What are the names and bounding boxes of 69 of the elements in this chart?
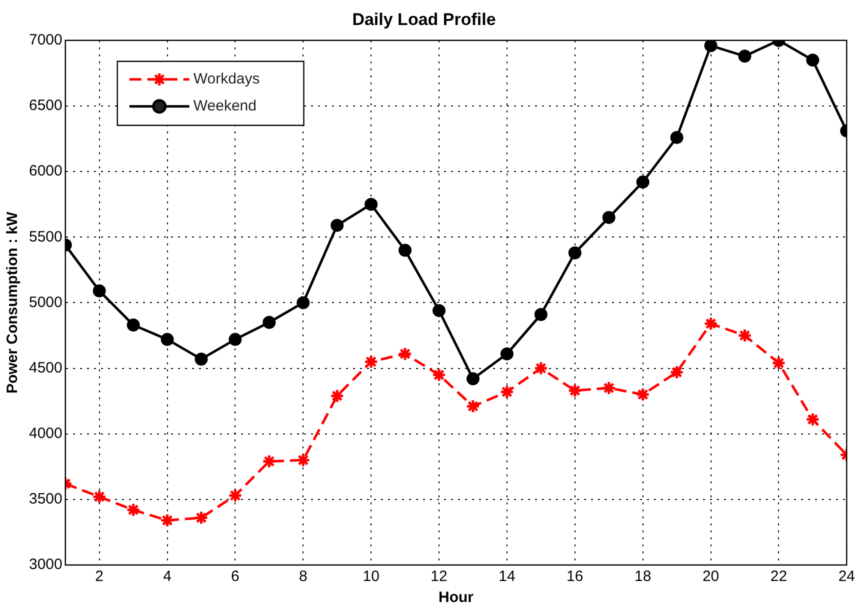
point xyxy=(330,218,344,232)
x-tick-label: 12 xyxy=(430,568,448,586)
y-tick-label: 7000 xyxy=(28,32,62,49)
point xyxy=(602,210,616,224)
point xyxy=(126,502,141,518)
y-tick-label: 4500 xyxy=(28,359,62,376)
point xyxy=(228,332,242,346)
point xyxy=(262,316,276,329)
x-tick-label: 16 xyxy=(566,568,584,586)
y-tick-label: 3500 xyxy=(28,490,62,508)
x-tick-label: 2 xyxy=(95,568,104,586)
point xyxy=(670,364,684,380)
point xyxy=(771,356,786,370)
point xyxy=(534,308,548,322)
x-tick-label: 24 xyxy=(838,568,855,586)
point xyxy=(636,176,650,189)
point xyxy=(194,510,208,526)
point xyxy=(636,387,650,402)
point xyxy=(432,304,446,318)
point xyxy=(364,198,378,211)
point xyxy=(466,372,480,386)
y-tick-label: 5500 xyxy=(28,228,62,246)
point xyxy=(398,244,412,257)
x-tick-label: 8 xyxy=(298,568,308,586)
x-tick-label: 20 xyxy=(702,568,720,586)
point xyxy=(568,246,582,260)
y-tick-label: 5000 xyxy=(28,294,62,311)
point xyxy=(500,384,514,400)
point xyxy=(160,513,175,528)
point xyxy=(534,361,548,376)
point xyxy=(466,399,480,414)
point xyxy=(500,347,514,360)
x-tick-label: 10 xyxy=(362,568,380,586)
legend-label: Weekend xyxy=(193,98,256,115)
point xyxy=(296,452,310,468)
point xyxy=(738,328,752,343)
point xyxy=(806,54,820,67)
point xyxy=(602,380,616,396)
point xyxy=(92,284,106,298)
y-axis-title: Power Consumption : kW xyxy=(4,211,22,394)
point xyxy=(126,318,140,332)
point xyxy=(704,316,718,331)
point xyxy=(805,412,820,427)
point xyxy=(432,368,446,382)
point xyxy=(160,332,174,346)
point xyxy=(364,354,378,369)
point xyxy=(92,490,107,504)
x-tick-label: 14 xyxy=(498,568,516,586)
point xyxy=(262,454,276,469)
y-tick-label: 4000 xyxy=(28,424,62,442)
point xyxy=(670,130,684,144)
point xyxy=(738,50,752,63)
point xyxy=(228,488,242,503)
chart-title: Daily Load Profile xyxy=(352,10,496,29)
y-tick-label: 6500 xyxy=(28,97,62,114)
point xyxy=(398,346,412,362)
x-tick-label: 6 xyxy=(231,568,240,586)
point xyxy=(296,296,310,310)
point xyxy=(194,352,208,366)
point xyxy=(704,40,718,52)
y-tick-label: 3000 xyxy=(28,556,62,574)
legend-label: Workdays xyxy=(193,70,260,88)
x-tick-label: 22 xyxy=(770,568,788,586)
point xyxy=(330,388,344,404)
x-axis-title: Hour xyxy=(438,589,474,606)
x-tick-label: 4 xyxy=(163,568,172,586)
y-tick-label: 6000 xyxy=(28,162,62,180)
x-tick-label: 18 xyxy=(634,568,652,586)
point xyxy=(568,383,582,398)
